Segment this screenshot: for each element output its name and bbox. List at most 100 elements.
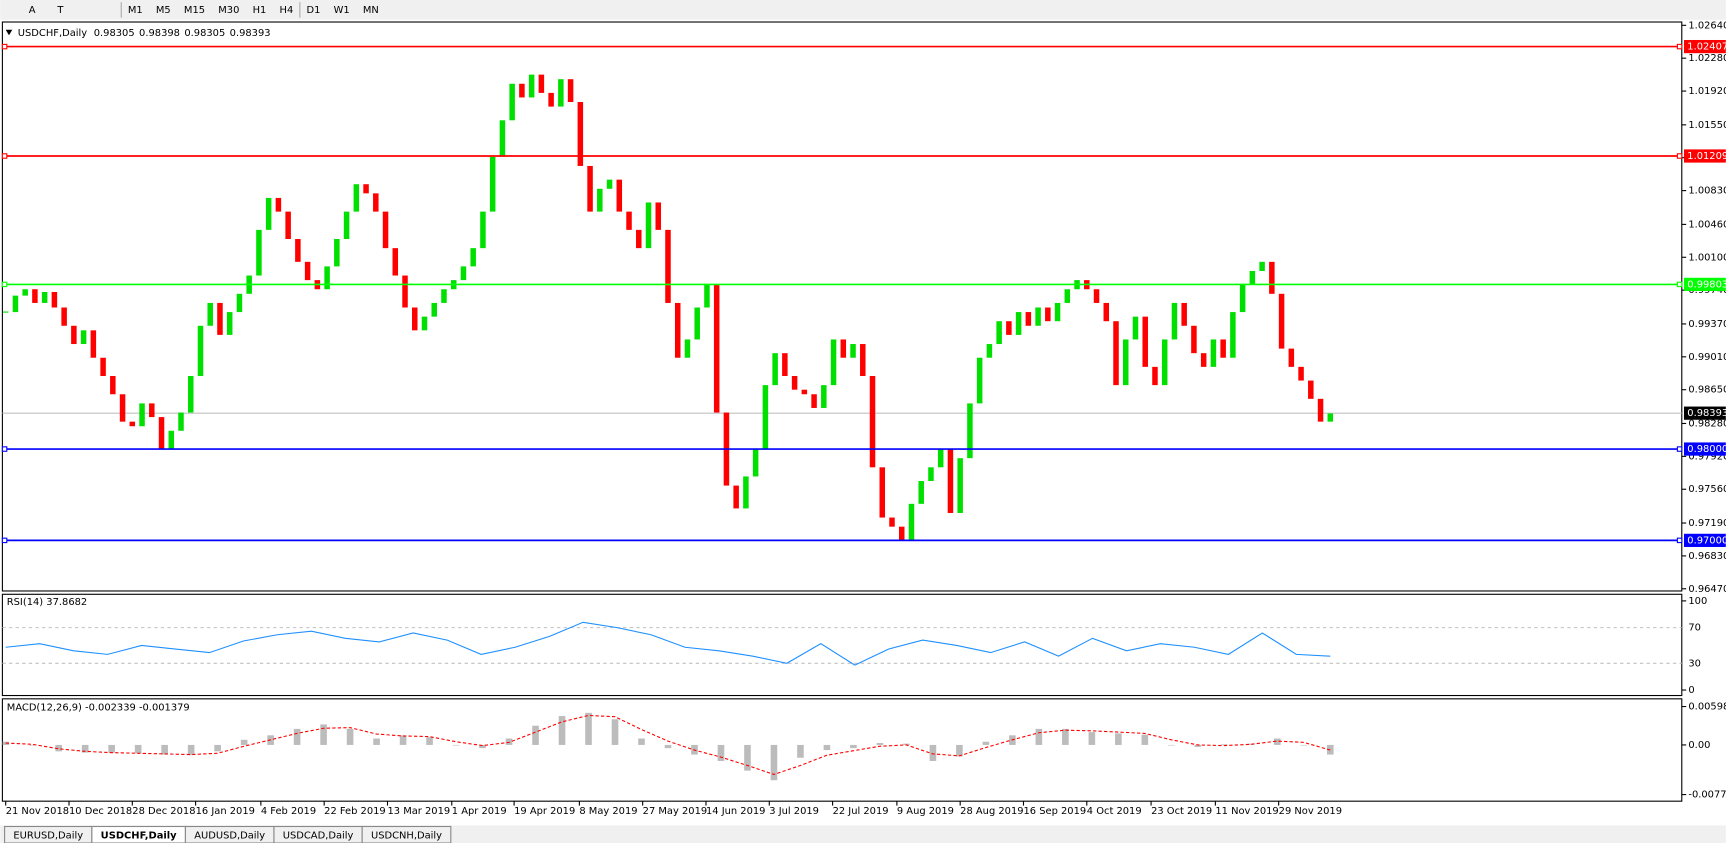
x-tick-label: 19 Apr 2019: [514, 806, 575, 817]
candle: [1054, 302, 1061, 322]
candle: [158, 417, 165, 450]
timeframe-button[interactable]: M1: [128, 5, 143, 16]
candle: [1230, 312, 1236, 358]
y-tick-label: 1.02280: [1688, 53, 1726, 64]
candle: [275, 197, 282, 212]
candle: [402, 275, 408, 308]
y-tick-label: 0.96830: [1688, 551, 1726, 562]
candle: [207, 302, 213, 326]
level-handle[interactable]: [1676, 537, 1683, 544]
candle: [674, 302, 681, 358]
candle: [334, 239, 340, 267]
tab-label: USDCNH,Daily: [371, 830, 442, 841]
candle: [538, 74, 545, 93]
tab-label: AUDUSD,Daily: [194, 830, 265, 841]
macd-bar: [81, 744, 89, 753]
macd-bar: [1168, 744, 1175, 746]
level-handle[interactable]: [1676, 153, 1683, 159]
candle: [1152, 366, 1158, 386]
candle: [363, 184, 369, 194]
timeframe-button[interactable]: M5: [156, 5, 171, 16]
macd-bar: [744, 744, 751, 771]
candle: [811, 394, 817, 408]
macd-bar: [134, 744, 142, 754]
level-box: [1683, 277, 1726, 292]
macd-bar: [1221, 744, 1228, 745]
ohlc-value: 0.98393: [230, 28, 271, 39]
indicator-title: RSI(14) 37.8682: [7, 597, 87, 608]
candle: [967, 403, 973, 459]
macd-bar: [1062, 728, 1069, 745]
macd-bar: [956, 744, 963, 757]
x-tick-label: 4 Feb 2019: [261, 806, 316, 817]
level-handle[interactable]: [1676, 281, 1683, 288]
y-tick-label: 0.98650: [1688, 385, 1726, 396]
candle: [850, 344, 856, 358]
x-tick-label: 28 Dec 2018: [132, 806, 195, 817]
candle: [1045, 307, 1051, 322]
timeframe-button[interactable]: H4: [280, 5, 294, 16]
macd-bar: [532, 725, 539, 745]
x-tick-label: 16 Sep 2019: [1023, 806, 1086, 817]
candle: [1132, 316, 1139, 340]
y-tick-label: 30: [1688, 658, 1701, 669]
macd-bar: [850, 744, 857, 749]
tab-label: USDCAD,Daily: [283, 830, 354, 841]
timeframe-button[interactable]: MN: [363, 5, 379, 16]
candle: [41, 291, 48, 303]
candle: [752, 449, 759, 477]
collapse-icon[interactable]: [5, 29, 13, 36]
level-handle[interactable]: [1, 43, 8, 50]
macd-bar: [346, 728, 354, 745]
candle: [1181, 302, 1187, 326]
candle: [353, 184, 360, 212]
macd-bar: [770, 744, 778, 781]
candle: [480, 211, 486, 249]
candle: [1035, 307, 1041, 326]
candle: [373, 193, 379, 212]
x-tick-label: 1 Apr 2019: [452, 806, 507, 817]
candle: [986, 344, 993, 358]
level-handle[interactable]: [1, 537, 8, 544]
candle: [1142, 316, 1148, 367]
level-handle[interactable]: [1, 153, 8, 159]
candle: [80, 330, 87, 345]
macd-bar: [1141, 734, 1149, 745]
candle: [606, 179, 613, 189]
level-handle[interactable]: [1, 281, 8, 288]
level-handle[interactable]: [1676, 43, 1683, 50]
candle: [285, 211, 291, 240]
y-tick-label: 0.96470: [1688, 584, 1726, 595]
toolbar-icon[interactable]: T: [56, 5, 64, 16]
timeframe-button[interactable]: D1: [306, 5, 320, 16]
macd-bar: [505, 738, 513, 745]
y-tick-label: 0.99370: [1688, 319, 1726, 330]
candle: [1015, 312, 1022, 335]
candle: [918, 481, 924, 504]
level-box: [1683, 149, 1726, 163]
candle: [947, 449, 954, 513]
level-handle[interactable]: [1676, 446, 1683, 452]
level-handle[interactable]: [1, 446, 8, 452]
ohlc-value: 0.98398: [139, 28, 180, 39]
rsi-line: [5, 621, 1331, 666]
x-tick-label: 8 May 2019: [579, 806, 637, 817]
timeframe-button[interactable]: M30: [218, 5, 239, 16]
timeframe-button[interactable]: M15: [184, 5, 205, 16]
macd-bar: [797, 744, 804, 758]
candle: [12, 295, 19, 313]
candle: [626, 211, 632, 230]
candle: [382, 211, 389, 249]
level-box: [1683, 442, 1726, 456]
candle: [22, 289, 28, 296]
candle: [684, 339, 691, 358]
candle: [743, 476, 749, 509]
timeframe-button[interactable]: W1: [334, 5, 350, 16]
y-tick-label: 70: [1688, 623, 1701, 634]
toolbar-icon[interactable]: A: [29, 5, 36, 16]
candle: [519, 83, 525, 98]
macd-bar: [373, 738, 380, 745]
level-label: 1.02407: [1687, 42, 1726, 53]
timeframe-button[interactable]: H1: [253, 5, 267, 16]
level-label: 0.99803: [1687, 279, 1726, 290]
